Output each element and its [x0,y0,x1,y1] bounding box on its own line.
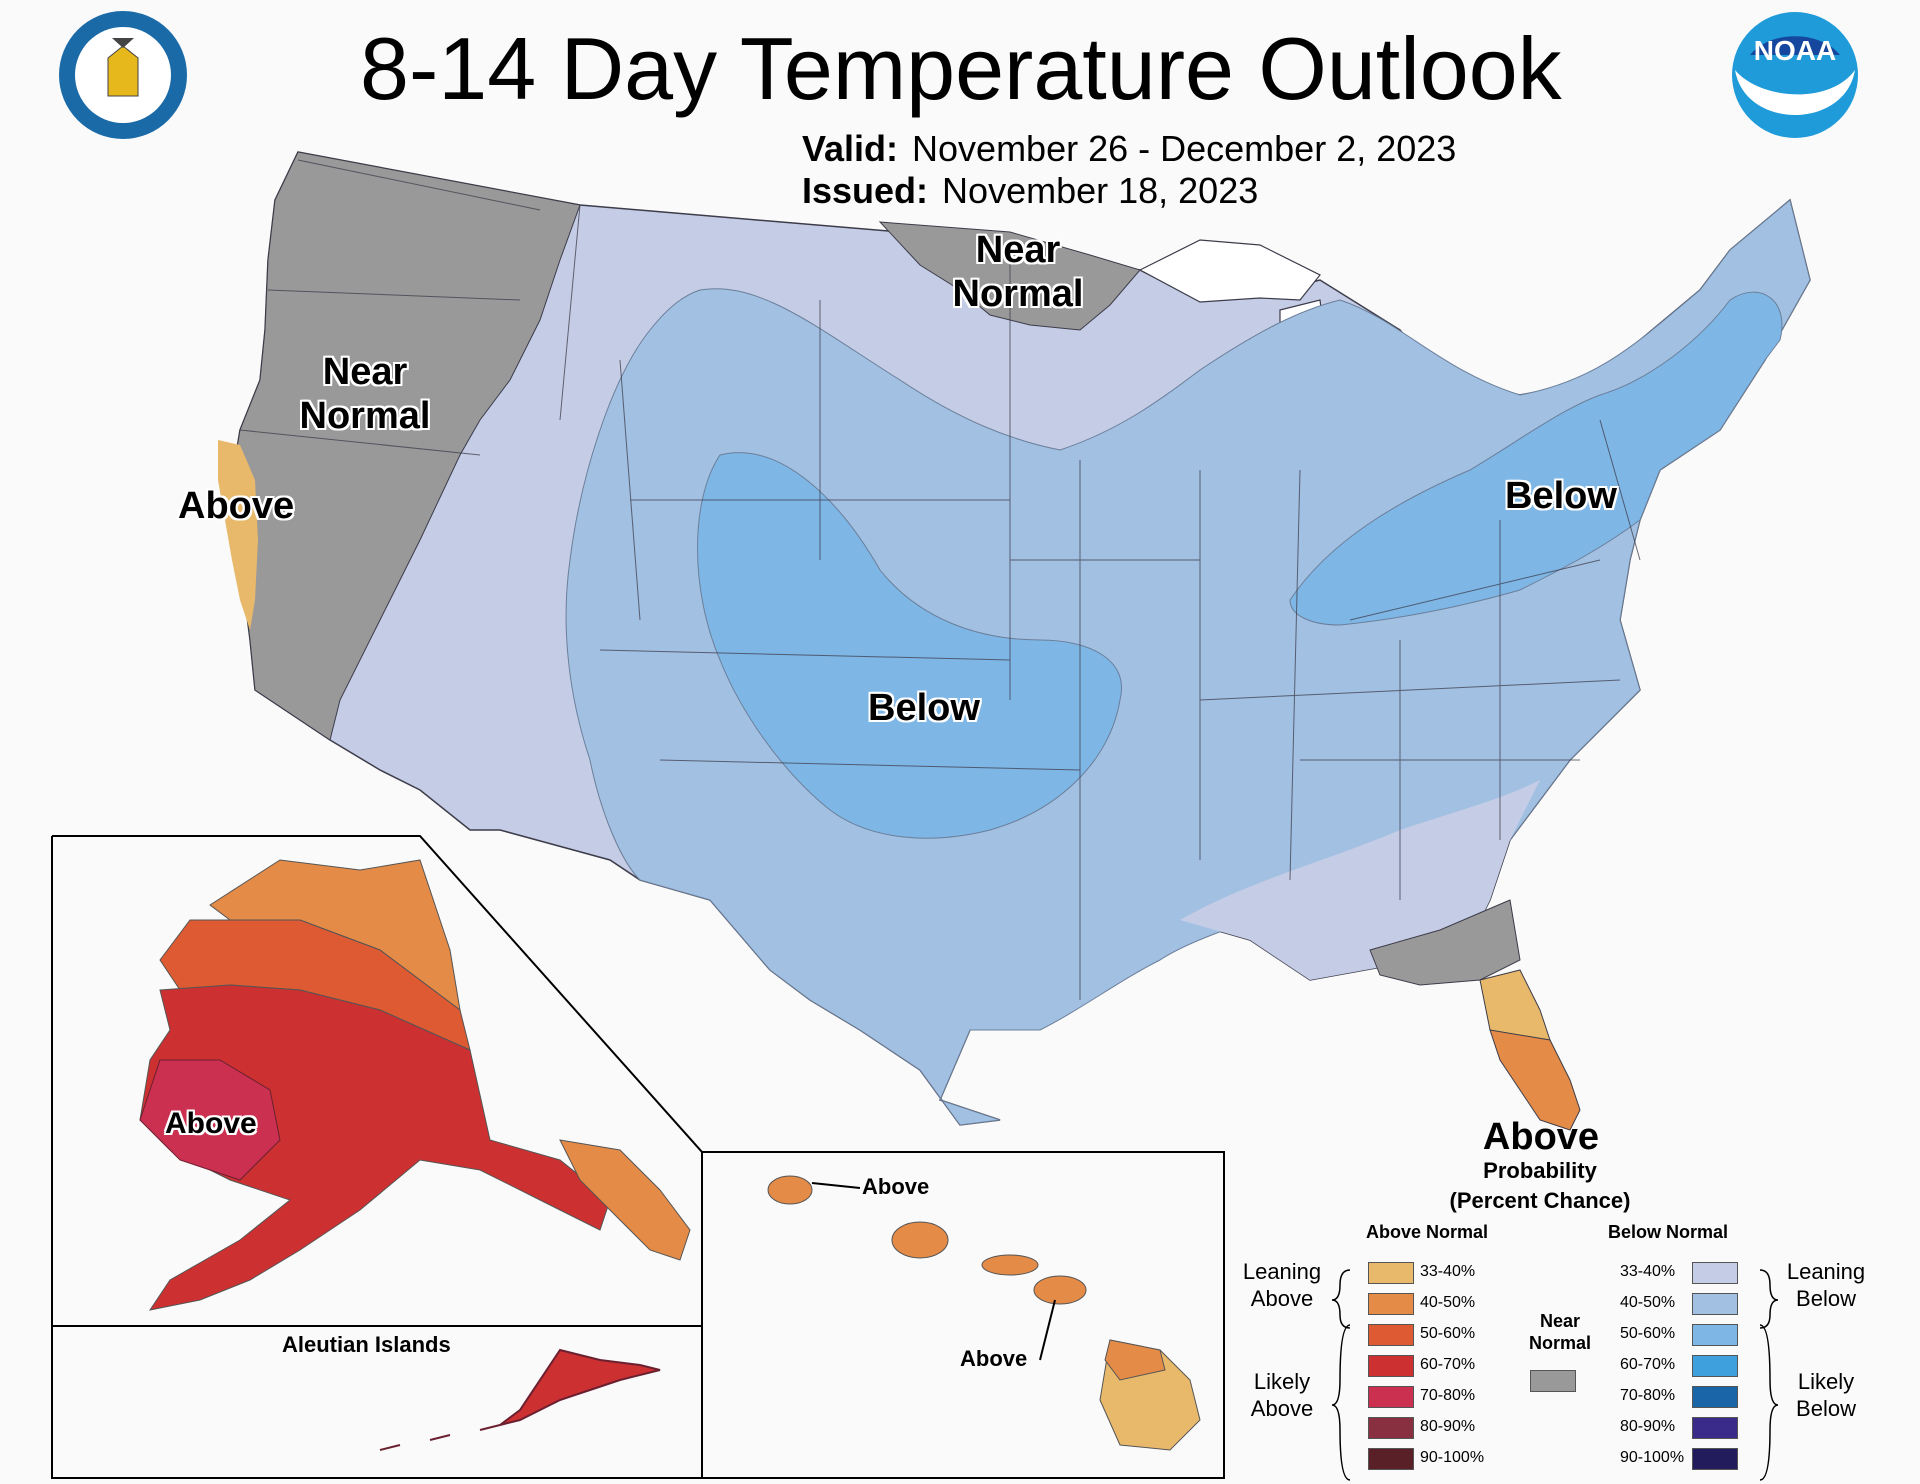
legend-main-label: Above [1482,1116,1600,1158]
noaa-logo-text: NOAA [1754,35,1836,66]
northeast-below-50-60 [1289,291,1783,626]
legend-subtitle-2: (Percent Chance) [1449,1188,1631,1213]
hawaii-islands [767,1175,1201,1451]
valid-dates: Valid: November 26 - December 2, 2023 [802,128,1456,170]
legend-range-above-4: 70-80% [1420,1387,1476,1404]
hawaii-callout-line-2 [1039,1299,1056,1361]
legend-range-below-6: 90-100% [1620,1449,1685,1466]
legend-range-below-0: 33-40% [1620,1263,1676,1280]
legend-range-below-1: 40-50% [1620,1294,1676,1311]
legend-range-below-2: 50-60% [1620,1325,1676,1342]
issued-value: November 18, 2023 [942,170,1259,211]
legend-swatch-above-0 [1368,1262,1414,1284]
legend-below-header: Below Normal [1608,1222,1729,1242]
legend-likely-above: Likely Above [1238,1368,1326,1422]
leaning-below-line-2: Below [1796,1286,1856,1311]
legend-range-above-0: 33-40% [1420,1263,1476,1280]
legend-likely-below: Likely Below [1782,1368,1870,1422]
legend-swatch-below-0 [1692,1262,1738,1284]
north-near-normal-label: Near Normal [952,229,1084,315]
legend-range-above-2: 50-60% [1420,1325,1476,1342]
issued-label: Issued: [802,170,929,211]
legend-swatch-near-normal [1530,1370,1576,1392]
likely-above-line-2: Above [1250,1396,1314,1421]
legend-near-normal: Near Normal [1520,1310,1600,1354]
florida-above-40-50 [1489,1029,1581,1131]
legend-swatch-above-1 [1368,1293,1414,1315]
california-above-region [218,440,258,630]
alaska-70-80 [139,1059,281,1181]
legend-swatch-below-5 [1692,1417,1738,1439]
commerce-seal-logo [59,11,187,139]
legend-leaning-below: Leaning Below [1782,1258,1870,1312]
near-normal-line-2: Normal [1528,1333,1591,1353]
central-below-50-60 [697,452,1122,839]
legend-swatch-above-6 [1368,1448,1414,1470]
noaa-logo: NOAA [1732,12,1858,138]
legend-swatch-below-1 [1692,1293,1738,1315]
central-below-label: Below [868,687,980,729]
legend-swatch-below-6 [1692,1448,1738,1470]
valid-value: November 26 - December 2, 2023 [912,128,1457,169]
hawaii-callout-line-1 [811,1182,861,1189]
legend-range-below-4: 70-80% [1620,1387,1676,1404]
page-title: 8-14 Day Temperature Outlook [360,19,1562,118]
legend-brackets [1331,1269,1779,1481]
florida-above-33-40 [1479,969,1551,1041]
west-near-normal-label: Near Normal [299,351,431,437]
alaska-above-label: Above [165,1107,257,1140]
likely-below-line-1: Likely [1797,1369,1855,1394]
california-above-label: Above [178,485,295,527]
legend-range-below-3: 60-70% [1620,1356,1676,1373]
leaning-below-line-1: Leaning [1786,1259,1866,1284]
aleutian-islands-title: Aleutian Islands [282,1332,451,1357]
legend-swatch-above-5 [1368,1417,1414,1439]
legend-range-below-5: 80-90% [1620,1418,1676,1435]
issued-date: Issued: November 18, 2023 [802,170,1258,212]
legend-subtitle-1: Probability [1483,1158,1597,1183]
valid-label: Valid: [802,128,899,169]
legend-above-header: Above Normal [1366,1222,1489,1242]
legend-swatch-below-2 [1692,1324,1738,1346]
aleutian-islands [379,1348,661,1451]
legend-range-above-1: 40-50% [1420,1294,1476,1311]
legend-swatch-above-4 [1368,1386,1414,1408]
legend-range-above-3: 60-70% [1420,1356,1476,1373]
near-normal-line-1: Near [1539,1311,1581,1331]
florida-near-normal-region [1369,899,1521,986]
hawaii-above-label-2: Above [960,1346,1028,1371]
state-boundaries [239,159,1641,1000]
likely-below-line-2: Below [1796,1396,1856,1421]
legend-swatch-below-4 [1692,1386,1738,1408]
legend-swatch-above-3 [1368,1355,1414,1377]
likely-above-line-1: Likely [1253,1369,1311,1394]
legend-leaning-above: Leaning Above [1238,1258,1326,1312]
northeast-below-label: Below [1505,475,1617,517]
legend-swatch-above-2 [1368,1324,1414,1346]
hawaii-above-label-1: Above [862,1174,930,1199]
legend-swatch-below-3 [1692,1355,1738,1377]
leaning-above-line-2: Above [1250,1286,1314,1311]
leaning-above-line-1: Leaning [1242,1259,1322,1284]
alaska-panhandle [559,1139,691,1261]
legend-range-above-6: 90-100% [1420,1449,1485,1466]
legend-range-above-5: 80-90% [1420,1418,1476,1435]
alaska-inset-frame [51,835,1225,1479]
